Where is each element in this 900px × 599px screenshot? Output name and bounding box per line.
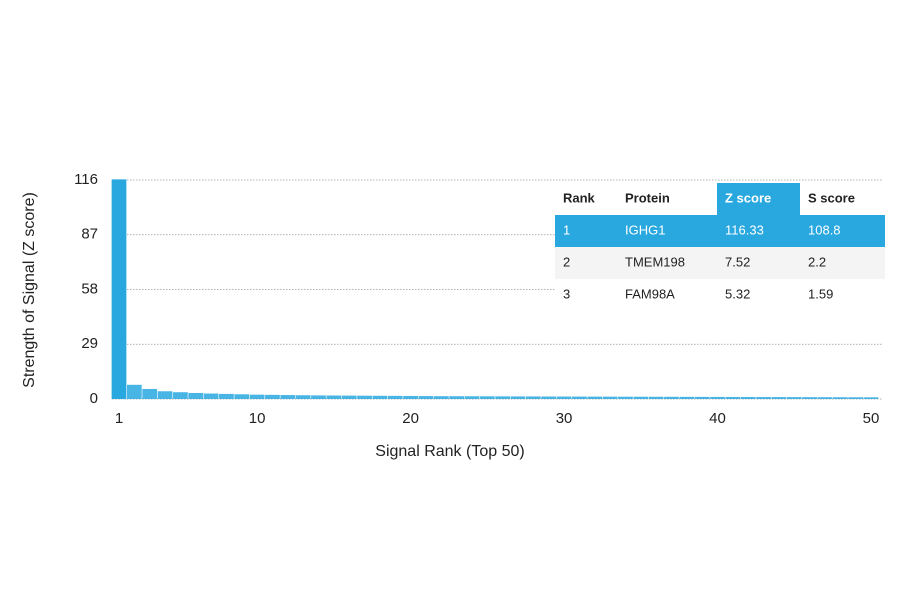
bar	[848, 397, 864, 399]
bar	[694, 396, 710, 399]
bar	[234, 394, 250, 399]
bar	[464, 396, 480, 399]
table-cell: 2.2	[808, 254, 826, 269]
bar	[664, 396, 679, 399]
bar	[433, 396, 449, 399]
bar	[541, 396, 557, 399]
bar	[372, 395, 388, 399]
bar	[418, 396, 434, 399]
table-cell: 1.59	[808, 286, 833, 301]
bar	[786, 397, 802, 399]
bar	[311, 395, 326, 399]
y-axis-label: Strength of Signal (Z score)	[21, 192, 38, 388]
bar	[219, 393, 234, 399]
table-cell: FAM98A	[625, 286, 675, 301]
bar	[740, 396, 756, 399]
bar	[633, 396, 649, 399]
bar	[572, 396, 587, 399]
bar	[587, 396, 603, 399]
table-header: S score	[808, 190, 855, 205]
x-axis-label: Signal Rank (Top 50)	[375, 443, 524, 460]
bar	[265, 394, 280, 399]
bar	[111, 179, 127, 399]
bar	[295, 395, 311, 399]
bar	[648, 396, 664, 399]
bar	[710, 396, 725, 399]
bar	[387, 395, 403, 399]
bar	[449, 396, 465, 399]
table-cell: 116.33	[725, 222, 764, 237]
bar	[525, 396, 541, 399]
x-tick-label: 40	[709, 410, 726, 427]
y-tick-label: 116	[74, 171, 98, 188]
bar	[479, 396, 495, 399]
table-header: Protein	[625, 190, 670, 205]
bar	[832, 397, 848, 399]
header-highlight	[717, 183, 800, 215]
bar	[341, 395, 357, 399]
table-cell: TMEM198	[625, 254, 685, 269]
bar	[403, 395, 418, 399]
bar	[249, 394, 265, 399]
bar	[203, 393, 219, 399]
table-cell: 1	[563, 222, 570, 237]
bar	[556, 396, 572, 399]
bar	[157, 391, 173, 399]
table-row	[555, 247, 885, 279]
bar	[188, 392, 204, 399]
bar	[802, 397, 817, 399]
bar	[357, 395, 372, 399]
bar	[495, 396, 511, 399]
table-row	[555, 215, 885, 247]
bar	[863, 397, 879, 399]
table-cell: 3	[563, 286, 570, 301]
bar	[142, 388, 158, 399]
bar	[173, 392, 188, 399]
table-cell: 108.8	[808, 222, 841, 237]
y-tick-label: 58	[81, 280, 98, 297]
x-tick-label: 20	[402, 410, 419, 427]
bar	[126, 384, 142, 399]
x-tick-label: 30	[556, 410, 573, 427]
table-cell: 2	[563, 254, 570, 269]
y-tick-label: 0	[90, 390, 98, 407]
table-header: Rank	[563, 190, 596, 205]
table-row	[555, 279, 885, 311]
x-tick-label: 10	[249, 410, 266, 427]
x-tick-label: 1	[115, 410, 123, 427]
bar	[510, 396, 526, 399]
bar	[618, 396, 633, 399]
bar	[771, 397, 787, 399]
y-tick-label: 87	[81, 226, 98, 243]
table-cell: 5.32	[725, 286, 750, 301]
bar	[725, 396, 741, 399]
table-cell: 7.52	[725, 254, 750, 269]
bar	[280, 395, 296, 399]
bar	[326, 395, 342, 399]
bar	[679, 396, 695, 399]
table: Rank Protein Z score S score 1 IGHG1 116.33 108…	[555, 183, 885, 311]
table-cell: IGHG1	[625, 222, 665, 237]
table-header: Z score	[725, 190, 771, 205]
bar	[817, 397, 833, 399]
x-tick-label: 50	[863, 410, 880, 427]
bar	[756, 397, 771, 399]
bar	[602, 396, 618, 399]
y-tick-label: 29	[81, 335, 98, 352]
